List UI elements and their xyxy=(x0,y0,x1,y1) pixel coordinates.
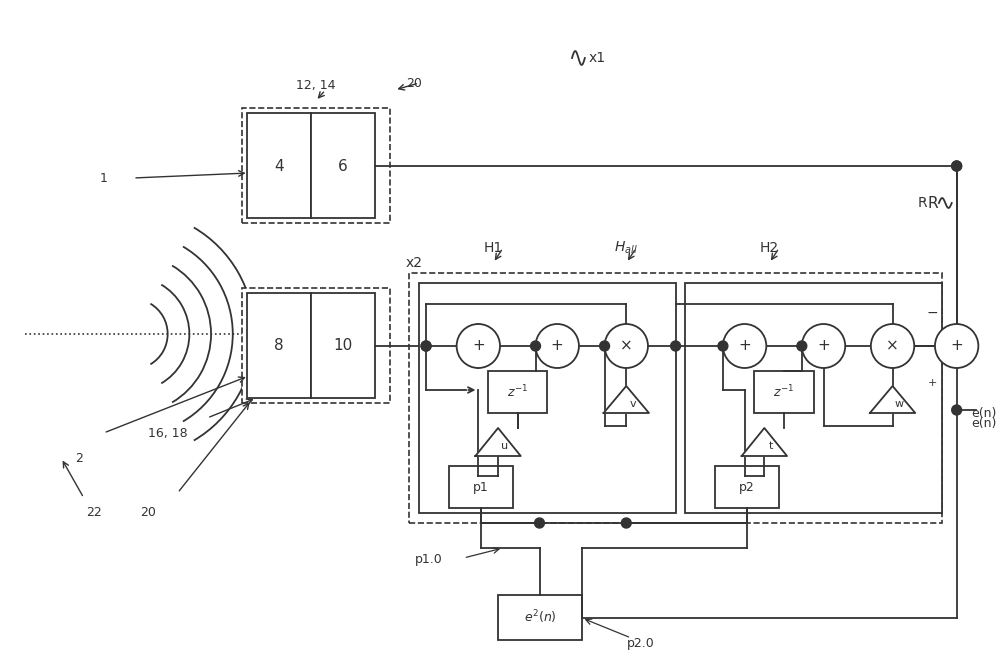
Circle shape xyxy=(535,518,544,528)
Circle shape xyxy=(952,161,962,171)
Circle shape xyxy=(871,324,914,368)
Text: R: R xyxy=(927,196,938,210)
FancyBboxPatch shape xyxy=(685,283,942,513)
Text: p1: p1 xyxy=(473,480,489,494)
FancyBboxPatch shape xyxy=(754,371,814,413)
Text: 6: 6 xyxy=(338,158,348,174)
Text: 20: 20 xyxy=(140,506,156,520)
Text: u: u xyxy=(501,441,509,451)
Text: +: + xyxy=(738,339,751,353)
Circle shape xyxy=(600,341,610,351)
Circle shape xyxy=(605,324,648,368)
Text: +: + xyxy=(950,339,963,353)
Text: p2.0: p2.0 xyxy=(627,637,655,649)
Polygon shape xyxy=(604,386,649,413)
Text: $H_{all}$: $H_{all}$ xyxy=(614,240,638,257)
Text: +: + xyxy=(817,339,830,353)
Polygon shape xyxy=(742,428,787,456)
FancyBboxPatch shape xyxy=(247,113,311,218)
Circle shape xyxy=(797,341,807,351)
Text: −: − xyxy=(926,306,938,320)
Text: $e^2(n)$: $e^2(n)$ xyxy=(524,609,556,627)
Circle shape xyxy=(421,341,431,351)
Text: p1.0: p1.0 xyxy=(415,554,443,566)
Text: +: + xyxy=(551,339,564,353)
Circle shape xyxy=(718,341,728,351)
Text: w: w xyxy=(895,399,904,409)
FancyBboxPatch shape xyxy=(488,371,547,413)
Polygon shape xyxy=(475,428,521,456)
FancyBboxPatch shape xyxy=(311,113,375,218)
Circle shape xyxy=(671,341,681,351)
Text: ×: × xyxy=(886,339,899,353)
Text: 1: 1 xyxy=(100,172,107,184)
Text: $z^{-1}$: $z^{-1}$ xyxy=(507,383,528,400)
Circle shape xyxy=(952,161,962,171)
Circle shape xyxy=(802,324,845,368)
FancyBboxPatch shape xyxy=(449,466,513,508)
Circle shape xyxy=(723,324,766,368)
Circle shape xyxy=(421,341,431,351)
Text: 20: 20 xyxy=(406,77,422,90)
Text: e(n): e(n) xyxy=(971,407,997,420)
Circle shape xyxy=(621,518,631,528)
FancyBboxPatch shape xyxy=(419,283,676,513)
Text: +: + xyxy=(927,378,937,388)
Text: 22: 22 xyxy=(86,506,102,520)
FancyBboxPatch shape xyxy=(715,466,779,508)
Text: +: + xyxy=(472,339,485,353)
Circle shape xyxy=(952,405,962,415)
Text: e(n): e(n) xyxy=(971,417,997,430)
Circle shape xyxy=(457,324,500,368)
Circle shape xyxy=(531,341,540,351)
Text: p2: p2 xyxy=(739,480,755,494)
Text: 8: 8 xyxy=(274,339,283,353)
FancyBboxPatch shape xyxy=(498,595,582,640)
Text: t: t xyxy=(769,441,773,451)
Text: H1: H1 xyxy=(484,241,503,255)
FancyBboxPatch shape xyxy=(247,293,311,398)
Text: H2: H2 xyxy=(760,241,779,255)
Text: R: R xyxy=(917,196,927,210)
Text: ×: × xyxy=(620,339,633,353)
FancyBboxPatch shape xyxy=(242,108,390,223)
FancyBboxPatch shape xyxy=(242,288,390,403)
Text: v: v xyxy=(630,399,636,409)
Circle shape xyxy=(536,324,579,368)
Text: x2: x2 xyxy=(406,256,423,270)
Text: 16, 18: 16, 18 xyxy=(148,426,187,440)
Text: 2: 2 xyxy=(75,452,83,464)
FancyBboxPatch shape xyxy=(311,293,375,398)
Text: x1: x1 xyxy=(588,51,605,65)
FancyBboxPatch shape xyxy=(409,273,942,523)
Circle shape xyxy=(935,324,978,368)
Polygon shape xyxy=(870,386,915,413)
Text: 10: 10 xyxy=(333,339,352,353)
Text: $z^{-1}$: $z^{-1}$ xyxy=(773,383,795,400)
Text: 12, 14: 12, 14 xyxy=(296,79,335,92)
Text: 4: 4 xyxy=(274,158,283,174)
